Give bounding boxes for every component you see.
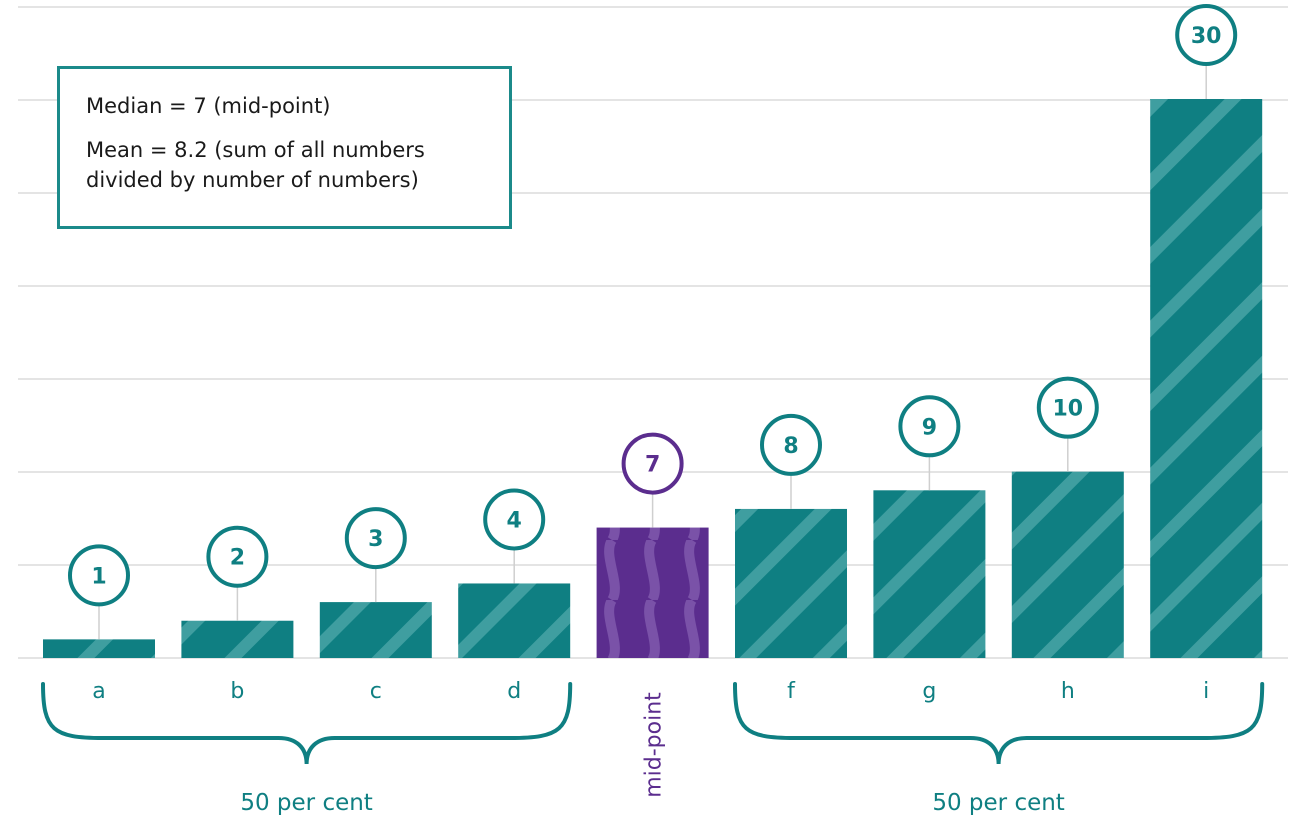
data-label: 2 xyxy=(230,546,245,571)
group-brace xyxy=(733,682,1265,765)
category-label: i xyxy=(1203,679,1209,704)
value-bubble xyxy=(898,395,961,458)
mean-text-line1: Mean = 8.2 (sum of all numbers xyxy=(86,138,425,162)
mean-text-line2: divided by number of numbers) xyxy=(86,168,419,192)
bar-c xyxy=(319,602,432,658)
category-label: b xyxy=(230,679,244,704)
bar-h xyxy=(1011,471,1124,658)
bar-g xyxy=(873,490,986,658)
bar-i xyxy=(1150,99,1263,658)
category-label: h xyxy=(1061,679,1075,704)
category-label: g xyxy=(922,679,936,704)
data-label: 8 xyxy=(783,434,798,459)
group-brace xyxy=(41,682,573,765)
bar-mid-point xyxy=(596,527,709,658)
category-label: c xyxy=(370,679,382,704)
category-label: d xyxy=(507,679,521,704)
bar-d xyxy=(458,583,571,658)
data-label: 1 xyxy=(91,564,106,589)
data-label: 4 xyxy=(507,508,522,533)
category-label-mid-point: mid-point xyxy=(642,692,667,798)
data-label: 3 xyxy=(368,527,383,552)
value-bubble xyxy=(760,413,822,476)
data-label: 9 xyxy=(922,415,937,440)
value-bubble xyxy=(206,525,269,588)
annotation-box: Median = 7 (mid-point) Mean = 8.2 (sum o… xyxy=(57,66,512,229)
value-bubble xyxy=(621,432,684,495)
bar-a xyxy=(43,639,155,658)
group-label: 50 per cent xyxy=(240,790,373,816)
category-label: f xyxy=(787,679,796,704)
bar-f xyxy=(735,508,847,658)
value-bubble xyxy=(1175,4,1238,66)
data-label: 10 xyxy=(1052,397,1083,422)
category-label: a xyxy=(92,679,105,704)
value-bubble xyxy=(68,544,130,607)
data-label: 30 xyxy=(1191,24,1222,49)
value-bubble xyxy=(483,488,546,551)
bar-b xyxy=(181,620,294,658)
group-label: 50 per cent xyxy=(932,790,1065,816)
value-bubble xyxy=(344,507,407,570)
median-text: Median = 7 (mid-point) xyxy=(86,94,331,118)
value-bubble xyxy=(1036,376,1099,439)
data-label: 7 xyxy=(645,453,660,478)
